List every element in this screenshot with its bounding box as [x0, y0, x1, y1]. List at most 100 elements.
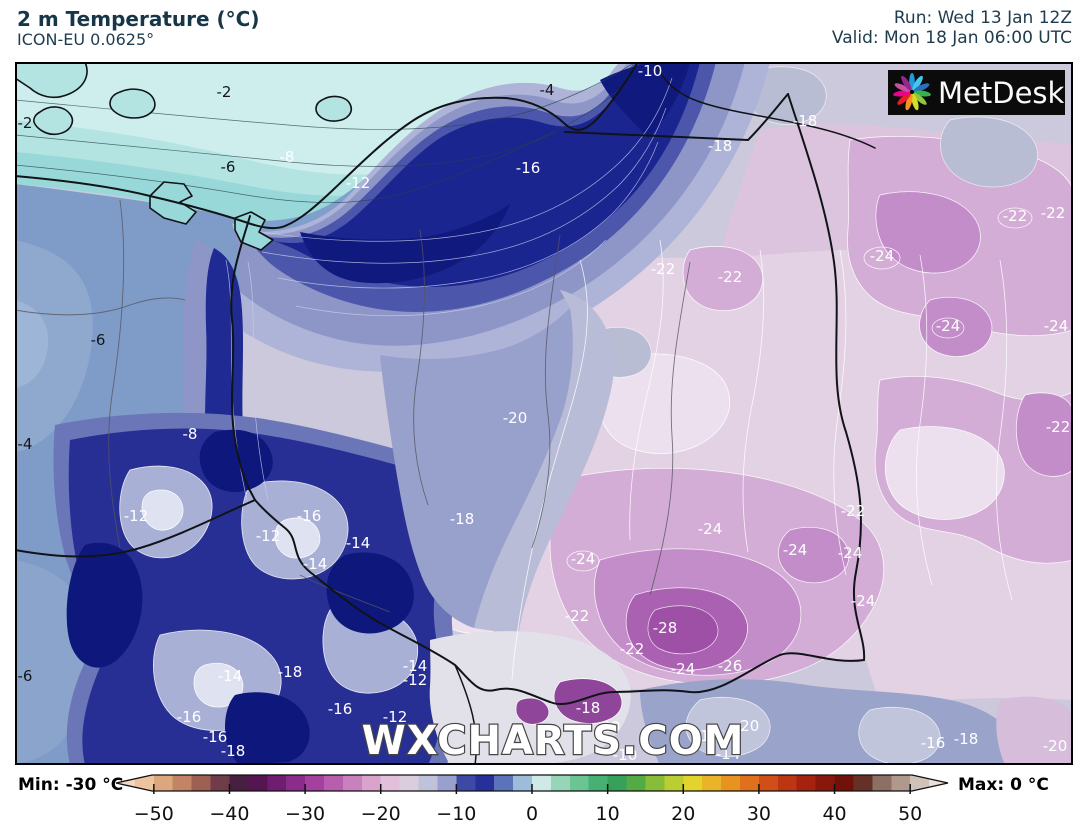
contour-label: -12	[403, 671, 428, 689]
contour-label: -22	[1003, 207, 1028, 225]
contour-label: -12	[256, 527, 281, 545]
contour-label: -16	[695, 727, 720, 745]
contour-label: -18	[221, 742, 246, 760]
contour-label: -24	[783, 541, 808, 559]
contour-label: -18	[708, 137, 733, 155]
coastline	[15, 62, 639, 230]
logo-petal	[897, 92, 911, 105]
page-title: 2 m Temperature (°C)	[17, 7, 260, 31]
contour-label: -6	[18, 667, 33, 685]
contour-label: -16	[328, 700, 353, 718]
metdesk-logo-icon	[893, 73, 931, 111]
temperature-fill-regions	[15, 62, 1073, 765]
valid-timestamp: Valid: Mon 18 Jan 06:00 UTC	[831, 28, 1072, 49]
contour-label: -20	[735, 717, 760, 735]
contour-label: -6	[221, 158, 236, 176]
logo-petal	[905, 93, 913, 111]
contour-label: -24	[936, 317, 961, 335]
contour-label: -20	[596, 718, 621, 736]
contour-label: -16	[921, 734, 946, 752]
colorbar-min-label: Min: -30 °C	[18, 775, 123, 795]
contour-label: -16	[516, 159, 541, 177]
contour-label: -22	[841, 502, 866, 520]
colorbar-tick-label: −10	[436, 803, 476, 825]
logo-petal	[913, 83, 930, 92]
contour-label: -22	[651, 260, 676, 278]
colorbar-tick-label: −40	[209, 803, 249, 825]
header-right: Run: Wed 13 Jan 12Z Valid: Mon 18 Jan 06…	[832, 8, 1072, 49]
colorbar: Min: -30 °C −50 −40 −30 −20 −10 0 10 20 30 40 50 M…	[18, 774, 1049, 825]
contour-label: -22	[565, 607, 590, 625]
contour-label: -16	[177, 708, 202, 726]
contour-label: -14	[218, 667, 243, 685]
model-label: ICON-EU 0.0625°	[17, 30, 155, 49]
contour-label: -14	[403, 657, 428, 675]
country-borders	[15, 62, 876, 765]
contour-label: -12	[124, 507, 149, 525]
border-de-cz	[15, 499, 256, 558]
contour-labels: -2-2-6-4-6-4-6-8-12-10-16-18-18-8-12 -16-…	[18, 62, 1071, 764]
logo-petal	[911, 93, 919, 111]
contour-label: -18	[954, 730, 979, 748]
contour-label: -12	[383, 708, 408, 726]
contour-label: -24	[851, 592, 876, 610]
colorbar-gradient-bar	[115, 774, 949, 792]
run-timestamp: Run: Wed 13 Jan 12Z	[893, 8, 1072, 28]
colorbar-ticks: −50 −40 −30 −20 −10 0 10 20 30 40 50	[134, 784, 922, 825]
contour-label: -8	[183, 425, 198, 443]
colorbar-tick-label: 30	[747, 803, 771, 825]
border-cz-sk	[454, 664, 478, 765]
colorbar-tick-label: 20	[671, 803, 695, 825]
metdesk-logo-text: MetDesk	[938, 76, 1065, 110]
logo-petal	[893, 90, 911, 97]
contour-label: -24	[571, 550, 596, 568]
contour-label: -16	[297, 507, 322, 525]
contour-label: -4	[18, 435, 33, 453]
colorbar-tick-label: 40	[822, 803, 846, 825]
contour-label: -22	[1046, 418, 1071, 436]
colorbar-tick-label: 10	[596, 803, 620, 825]
contour-label: -24	[698, 520, 723, 538]
contour-label: -2	[18, 114, 33, 132]
colorbar-tick-label: −50	[134, 803, 174, 825]
contour-label: -20	[1043, 737, 1068, 755]
colorbar-tick-label: 50	[898, 803, 922, 825]
colorbar-max-label: Max: 0 °C	[958, 775, 1049, 795]
contour-label: -22	[620, 640, 645, 658]
contour-label: -18	[576, 699, 601, 717]
border-east	[787, 93, 866, 661]
kaliningrad-coast	[654, 62, 876, 149]
contour-label: -18	[278, 663, 303, 681]
contour-label: -24	[671, 660, 696, 678]
contour-label: -2	[217, 83, 232, 101]
logo-petal	[912, 75, 923, 91]
border-south	[254, 499, 865, 705]
contour-label: -8	[280, 148, 295, 166]
contour-label: -14	[346, 534, 371, 552]
contour-label: -14	[716, 745, 741, 763]
colorbar-tick-label: −30	[285, 803, 325, 825]
weather-map: -2-2-6-4-6-4-6-8-12-10-16-18-18-8-12 -16-…	[15, 62, 1073, 765]
watermark: WXCHARTS.COM	[362, 718, 745, 764]
contour-label: -4	[540, 81, 555, 99]
header-left: 2 m Temperature (°C) ICON-EU 0.0625°	[17, 8, 259, 49]
contour-label: -18	[793, 112, 818, 130]
metdesk-logo: MetDesk	[888, 70, 1065, 115]
contour-label: -26	[718, 657, 743, 675]
logo-petal	[894, 83, 911, 92]
border-kaliningrad	[564, 93, 789, 142]
contour-label: -18	[450, 510, 475, 528]
contour-label: -22	[1041, 204, 1066, 222]
contour-label: -24	[870, 247, 895, 265]
contour-label: -6	[91, 331, 106, 349]
contour-label: -22	[718, 268, 743, 286]
contour-label: -24	[838, 544, 863, 562]
contour-label: -28	[653, 619, 678, 637]
contour-label: -10	[613, 746, 638, 764]
contour-label: -16	[203, 728, 228, 746]
colorbar-tick-label: −20	[361, 803, 401, 825]
contour-label: -14	[303, 555, 328, 573]
map-frame	[15, 62, 1073, 765]
contour-label: -12	[346, 174, 371, 192]
